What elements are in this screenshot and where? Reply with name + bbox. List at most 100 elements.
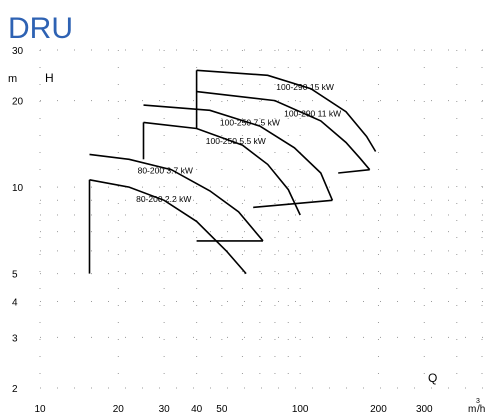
- grid-dot: [465, 199, 466, 201]
- y-tick-label: 3: [12, 333, 18, 344]
- x-tick-label: 10: [34, 404, 46, 415]
- grid-dot: [377, 169, 379, 170]
- grid-dot: [423, 271, 425, 272]
- grid-dot: [57, 100, 58, 102]
- grid-dot: [377, 237, 379, 238]
- grid-dot: [287, 356, 289, 357]
- grid-dot: [465, 214, 466, 216]
- grid-dot: [481, 339, 483, 340]
- grid-dot: [414, 214, 415, 216]
- grid-dot: [159, 250, 160, 252]
- grid-dot: [163, 101, 165, 102]
- grid-dot: [196, 67, 198, 68]
- grid-dot: [448, 199, 449, 201]
- grid-dot: [39, 339, 41, 340]
- grid-dot: [377, 135, 379, 136]
- svg-text:m: m: [468, 404, 476, 415]
- grid-dot: [241, 101, 243, 102]
- grid-dot: [221, 288, 223, 289]
- grid-dot: [423, 169, 425, 170]
- grid-dot: [221, 135, 223, 136]
- grid-dot: [221, 67, 223, 68]
- grid-dot: [259, 271, 261, 272]
- grid-dot: [221, 220, 223, 221]
- grid-dot: [363, 214, 364, 216]
- curve-4: [196, 90, 371, 171]
- grid-dot: [40, 387, 41, 389]
- grid-dot: [299, 356, 301, 357]
- grid-dot: [274, 50, 276, 51]
- grid-dot: [259, 118, 261, 119]
- grid-dot: [274, 305, 276, 306]
- grid-dot: [287, 237, 289, 238]
- svg-text:/h: /h: [477, 404, 485, 415]
- grid-dot: [117, 152, 119, 153]
- grid-dot: [377, 118, 379, 119]
- grid-dot: [299, 322, 301, 323]
- grid-dot: [312, 186, 313, 188]
- grid-dot: [227, 49, 228, 51]
- grid-dot: [241, 305, 243, 306]
- grid-dot: [241, 118, 243, 119]
- grid-dot: [363, 336, 364, 338]
- grid-dot: [196, 203, 198, 204]
- grid-dot: [465, 336, 466, 338]
- grid-dot: [74, 100, 75, 102]
- grid-dot: [221, 50, 223, 51]
- grid-dot: [299, 135, 301, 136]
- grid-dot: [241, 220, 243, 221]
- grid-dot: [39, 84, 41, 85]
- grid-dot: [380, 186, 381, 188]
- grid-dot: [117, 322, 119, 323]
- grid-dot: [193, 199, 194, 201]
- grid-dot: [329, 250, 330, 252]
- grid-dot: [346, 214, 347, 216]
- grid-dot: [221, 373, 223, 374]
- grid-dot: [125, 300, 126, 302]
- grid-dot: [423, 373, 425, 374]
- grid-dot: [363, 300, 364, 302]
- grid-dot: [74, 250, 75, 252]
- grid-dot: [142, 387, 143, 389]
- grid-dot: [448, 214, 449, 216]
- grid-dot: [39, 237, 41, 238]
- grid-dot: [117, 186, 119, 187]
- grid-dot: [117, 67, 119, 68]
- grid-dot: [329, 300, 330, 302]
- grid-dot: [295, 387, 296, 389]
- grid-dot: [431, 336, 432, 338]
- grid-dot: [377, 373, 379, 374]
- grid-dot: [196, 356, 198, 357]
- grid-dot: [448, 100, 449, 102]
- grid-dot: [312, 49, 313, 51]
- grid-dot: [274, 220, 276, 221]
- grid-dot: [431, 186, 432, 188]
- grid-dot: [142, 300, 143, 302]
- grid-dot: [363, 273, 364, 275]
- grid-dot: [244, 186, 245, 188]
- grid-dot: [108, 199, 109, 201]
- grid-dot: [125, 100, 126, 102]
- grid-dot: [397, 100, 398, 102]
- grid-dot: [142, 231, 143, 233]
- grid-dot: [193, 300, 194, 302]
- grid-dot: [287, 271, 289, 272]
- grid-dot: [431, 300, 432, 302]
- grid-dot: [244, 387, 245, 389]
- grid-dot: [278, 100, 279, 102]
- grid-dot: [39, 152, 41, 153]
- grid-dot: [241, 237, 243, 238]
- grid-dot: [221, 356, 223, 357]
- grid-dot: [117, 237, 119, 238]
- curve-1: [89, 153, 264, 242]
- grid-dot: [377, 50, 379, 51]
- grid-dot: [261, 250, 262, 252]
- grid-dot: [363, 387, 364, 389]
- grid-dot: [380, 199, 381, 201]
- curve-5: [196, 69, 377, 152]
- grid-dot: [423, 118, 425, 119]
- grid-dot: [377, 186, 379, 187]
- grid-dot: [108, 273, 109, 275]
- grid-dot: [346, 49, 347, 51]
